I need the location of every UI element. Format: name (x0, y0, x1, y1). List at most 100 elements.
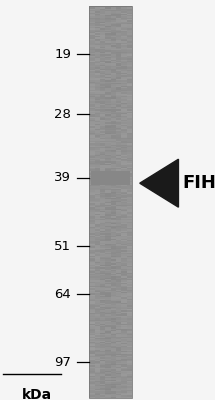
Bar (100, 351, 105, 352)
Bar (95, 256, 100, 257)
Bar (95, 110, 100, 112)
Bar (116, 185, 121, 186)
Bar (105, 335, 111, 336)
Bar (127, 296, 132, 297)
Bar (121, 103, 127, 104)
Bar (127, 265, 132, 266)
Bar (91, 174, 130, 185)
Bar (95, 74, 100, 75)
Bar (95, 227, 100, 228)
Bar (105, 306, 111, 308)
Bar (95, 174, 100, 176)
Bar (116, 44, 121, 45)
Bar (111, 272, 116, 274)
Bar (111, 314, 116, 316)
Bar (127, 142, 132, 143)
Bar (105, 286, 111, 287)
Bar (95, 264, 100, 265)
Bar (95, 328, 100, 329)
Bar (116, 272, 121, 274)
Bar (105, 138, 111, 139)
Bar (127, 264, 132, 265)
Bar (111, 362, 116, 363)
Bar (116, 105, 121, 107)
Bar (111, 91, 116, 92)
Bar (127, 203, 132, 205)
Bar (121, 65, 127, 66)
Bar (127, 346, 132, 347)
Bar (89, 215, 95, 216)
Bar (105, 110, 111, 112)
Bar (105, 218, 111, 219)
Bar (121, 360, 127, 362)
Bar (89, 139, 95, 140)
Bar (95, 253, 100, 254)
Bar (111, 344, 116, 346)
Bar (127, 227, 132, 228)
Bar (111, 36, 116, 37)
Bar (111, 171, 116, 172)
Bar (121, 224, 127, 226)
Bar (111, 335, 116, 336)
Bar (116, 104, 121, 105)
Bar (105, 185, 111, 186)
Bar (89, 49, 95, 50)
Bar (89, 390, 95, 392)
Bar (116, 324, 121, 325)
Bar (100, 316, 105, 317)
Bar (100, 380, 105, 381)
Bar (111, 322, 116, 324)
Bar (100, 386, 105, 388)
Bar (100, 287, 105, 288)
Bar (116, 11, 121, 12)
Bar (95, 313, 100, 314)
Bar (127, 173, 132, 174)
Bar (121, 313, 127, 314)
Bar (95, 388, 100, 389)
Bar (121, 287, 127, 288)
Bar (100, 370, 105, 372)
Bar (89, 62, 95, 64)
Bar (127, 303, 132, 304)
Bar (121, 142, 127, 143)
Bar (111, 193, 116, 194)
Bar (100, 202, 105, 203)
Bar (105, 288, 111, 290)
Bar (127, 205, 132, 206)
Bar (89, 79, 95, 80)
Bar (121, 358, 127, 359)
Bar (127, 214, 132, 215)
Bar (89, 222, 95, 223)
Bar (111, 120, 116, 121)
Bar (95, 300, 100, 301)
Bar (95, 322, 100, 324)
Bar (100, 182, 105, 184)
Bar (116, 169, 121, 171)
Bar (95, 218, 100, 219)
Bar (121, 23, 127, 24)
Bar (111, 339, 116, 340)
Bar (89, 309, 95, 310)
Bar (105, 71, 111, 73)
Bar (95, 235, 100, 236)
Bar (91, 176, 130, 185)
Bar (127, 171, 132, 172)
Bar (116, 88, 121, 90)
Bar (95, 156, 100, 158)
Bar (105, 74, 111, 75)
Bar (116, 121, 121, 122)
Bar (127, 35, 132, 36)
Bar (100, 129, 105, 130)
Bar (111, 309, 116, 310)
Bar (89, 135, 95, 137)
Bar (89, 125, 95, 126)
Bar (111, 382, 116, 384)
Bar (127, 208, 132, 210)
Bar (127, 94, 132, 95)
Bar (89, 394, 95, 395)
Bar (105, 287, 111, 288)
Bar (95, 269, 100, 270)
Bar (121, 334, 127, 335)
Bar (95, 369, 100, 370)
Bar (95, 128, 100, 129)
